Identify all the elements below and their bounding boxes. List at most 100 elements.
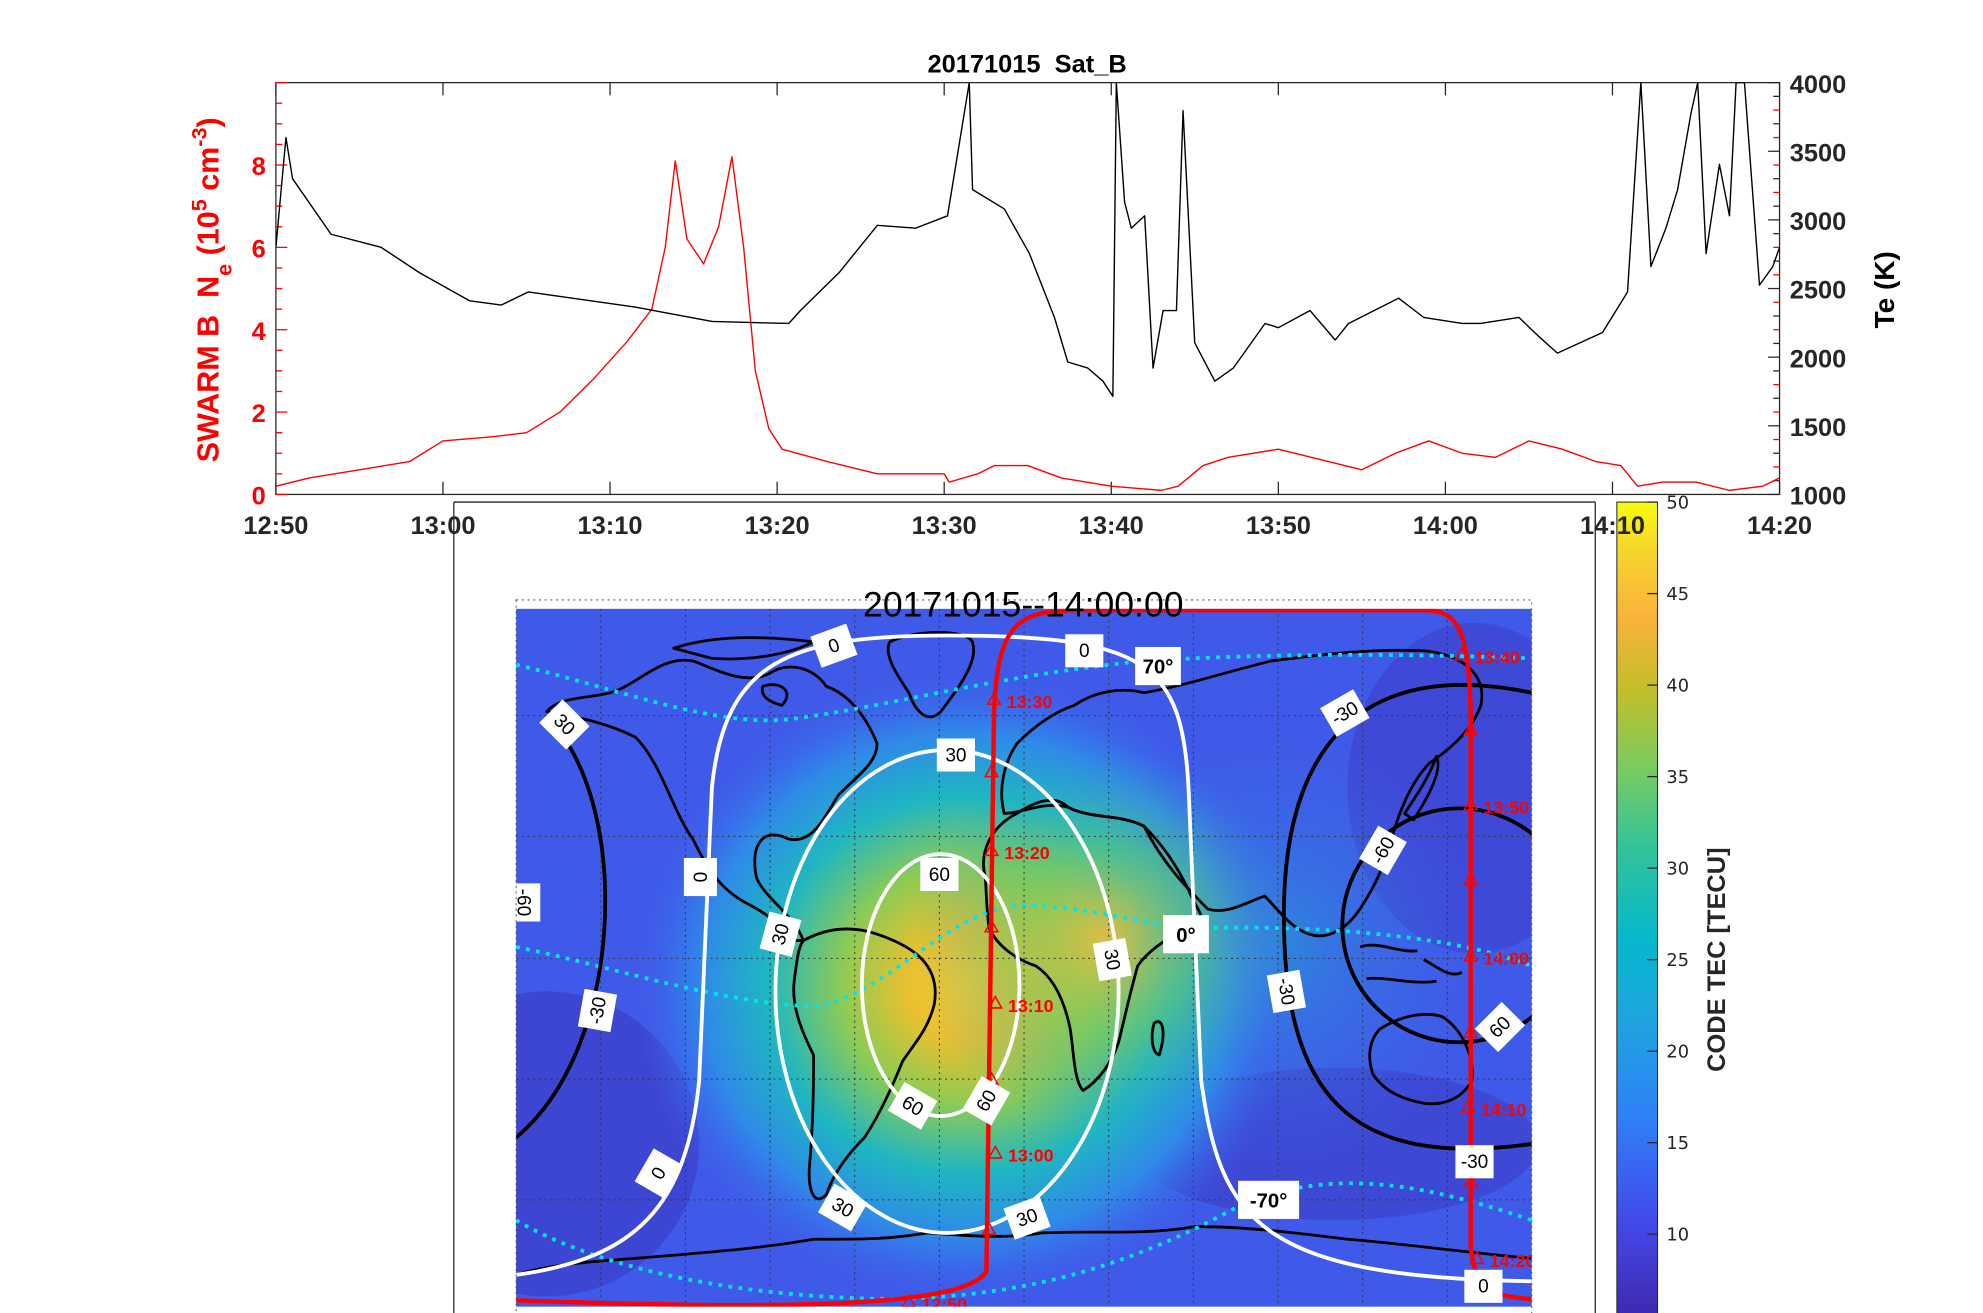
contour-label-box — [1320, 689, 1370, 737]
series-line-ne — [275, 156, 1780, 492]
colorbar-tick-label: 15 — [1666, 1133, 1689, 1154]
contour-label-box — [887, 1081, 938, 1130]
contour-label-text: -30 — [1273, 976, 1298, 1007]
maglat-label: 70° — [1135, 646, 1181, 686]
contour-label-box — [1359, 825, 1407, 876]
tec-map: 13:30 13:20 13:10 13:00 12:50 13:40 13:50 14:00… — [515, 584, 1533, 1313]
contour-label-box — [1266, 969, 1306, 1014]
contour-label: -30 — [1266, 969, 1306, 1014]
ylabel-sup2: -3 — [186, 128, 211, 147]
track-triangle-icon — [1463, 871, 1479, 886]
maglat-label-box — [1238, 1180, 1300, 1219]
y-tick-label-right: 3000 — [1790, 208, 1847, 236]
series-layer — [275, 82, 1780, 492]
contour-label: 30 — [1003, 1195, 1051, 1240]
contour-neg60-east — [1340, 806, 1532, 1045]
x-tick-label: 14:00 — [1413, 512, 1478, 540]
contour-neg30-west — [516, 716, 608, 1140]
maglat-label-text: 0° — [1176, 925, 1195, 947]
colorbar-ticks: 5045403530252015105 — [1647, 492, 1689, 1246]
contour-label-box — [634, 1148, 683, 1198]
contour-label-text: 30 — [945, 745, 966, 766]
map-axes-frame — [453, 501, 1596, 1313]
contour-neg30-east — [1281, 683, 1532, 1151]
y-tick-label-left: 0 — [252, 483, 266, 511]
contour-label-box — [683, 857, 717, 897]
track-triangle-icon — [987, 994, 1003, 1009]
magnetic-latitude-lines — [516, 652, 1532, 1301]
maglat-label-box — [1135, 646, 1181, 686]
contour-label-box — [962, 1075, 1011, 1126]
x-tick-label: 13:00 — [410, 512, 475, 540]
track-triangle-icon — [1463, 1172, 1479, 1187]
contour-label-text: -30 — [1461, 1152, 1489, 1173]
x-tick-label: 13:30 — [912, 512, 977, 540]
maglat-label: 0° — [1163, 915, 1209, 954]
y-tick-label-right: 1500 — [1790, 414, 1847, 442]
coastline-north-america — [545, 658, 879, 942]
contour-label: -60 — [1359, 825, 1407, 876]
contour-label: 0 — [810, 623, 858, 668]
y-tick-label-left: 6 — [252, 236, 266, 264]
track-triangle-icon — [986, 691, 1002, 705]
contour-label-box — [1455, 1145, 1494, 1179]
colorbar-tick-label: 25 — [1666, 950, 1689, 971]
y-tick-label-right: 2000 — [1790, 345, 1847, 373]
track-triangle-icon — [983, 763, 1000, 778]
contour-label-box — [810, 623, 858, 668]
map-border — [515, 599, 1533, 1313]
map-title: 20171015--14:00:00 — [863, 584, 1183, 624]
coastline-japan — [1403, 754, 1440, 822]
series-line-te — [275, 82, 1780, 398]
track-triangle-icon — [1460, 1099, 1476, 1113]
contour-label-text: 0 — [1478, 1277, 1489, 1298]
contour-label: 30 — [539, 699, 590, 750]
track-triangle-icon — [1463, 796, 1479, 811]
maglat-line-70n — [516, 652, 1532, 723]
ylabel-pre: (10 — [192, 211, 226, 264]
coastline-south-america — [792, 927, 937, 1201]
contour-label: -30 — [577, 988, 618, 1033]
contour-label: 30 — [1092, 938, 1132, 982]
track-time-label: 13:10 — [1008, 996, 1054, 1016]
y-tick-label-left: 4 — [252, 318, 266, 346]
y-tick-label-right: 4000 — [1790, 71, 1847, 99]
contour-label-box — [1065, 634, 1104, 668]
y-tick-label-left: 8 — [252, 153, 266, 181]
ylabel-mid: cm — [192, 147, 226, 200]
x-tick-label: 13:50 — [1246, 512, 1311, 540]
satellite-track — [516, 608, 1532, 1307]
colorbar-tick-label: 20 — [1666, 1042, 1689, 1063]
coastline-australia — [1368, 1013, 1474, 1106]
x-tick-label: 13:20 — [745, 512, 810, 540]
x-tick-label: 14:10 — [1580, 512, 1645, 540]
y-tick-label-right: 2500 — [1790, 277, 1847, 305]
contour-label-box — [818, 1183, 868, 1232]
coastline-europe-asia — [1000, 648, 1484, 938]
colorbar-tick-label: 45 — [1666, 584, 1689, 605]
contour-label-box — [516, 883, 541, 922]
contour-label: -30 — [1455, 1145, 1494, 1179]
track-triangle-icon — [983, 918, 1000, 933]
track-markers: 13:30 13:20 13:10 13:00 12:50 13:40 13:50 14:00… — [901, 646, 1532, 1307]
track-triangle-icon — [981, 1221, 997, 1235]
contour-label: -30 — [1320, 689, 1370, 737]
maglat-label: -70° — [1238, 1180, 1300, 1219]
ylabel-post: ) — [192, 117, 226, 127]
axis-ticks: 12:50 13:00 13:10 13:20 13:30 13:40 13:50 14:00… — [243, 71, 1846, 540]
maglat-label-box — [1163, 915, 1209, 954]
x-tick-label: 13:40 — [1079, 512, 1144, 540]
maglat-label-text: 70° — [1143, 657, 1174, 679]
contour-label-box — [1092, 938, 1132, 982]
contour-label: -60 — [516, 883, 541, 922]
contour-label: 0 — [683, 857, 717, 897]
contour-label-text: 60 — [929, 865, 950, 886]
line-plot: 20171015 Sat_B 12:50 13:00 13:10 13:20 13:30… — [186, 50, 1900, 539]
contour-label-box — [759, 911, 802, 957]
coastlines — [516, 630, 1532, 1277]
contour-label-box — [539, 699, 590, 750]
coastline-maritime — [1359, 943, 1463, 984]
contour-label: 0 — [1065, 634, 1104, 668]
coastline-greenland — [886, 630, 976, 719]
contour-label: 30 — [759, 911, 802, 957]
